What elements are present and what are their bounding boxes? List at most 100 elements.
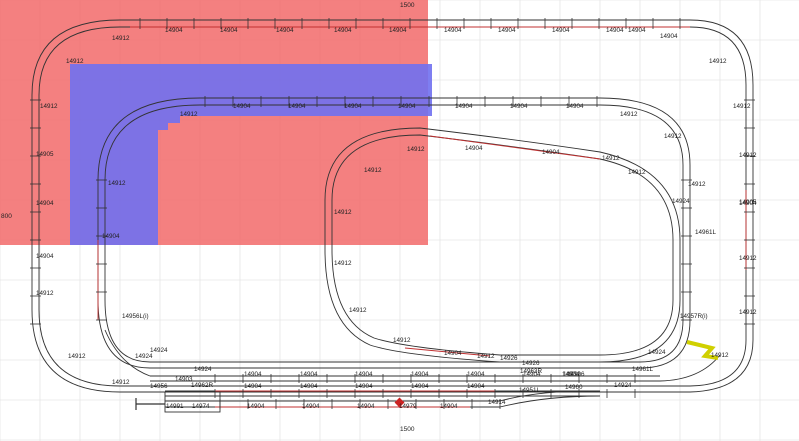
- track-label-inner-right: 14924: [648, 349, 666, 356]
- track-label-inner-right: 14924: [614, 382, 632, 389]
- track-label-blue-track: 14904: [510, 103, 528, 110]
- track-label-oval: 14912: [364, 167, 382, 174]
- track-label-outer-left: 14905: [36, 151, 54, 158]
- track-label-inner-right: 14912: [628, 169, 646, 176]
- track-label-oval: 14904: [444, 350, 462, 357]
- track-label-bottom-row1: 14904: [523, 371, 541, 378]
- track-label-bottom-row3: 14904: [440, 403, 458, 410]
- track-label-outer-left: 14912: [40, 103, 58, 110]
- track-label-blue-track: 14904: [398, 103, 416, 110]
- track-label-blue-track: 14904: [566, 103, 584, 110]
- track-label-outer-top: 14904: [444, 27, 462, 34]
- buffer-stop: [135, 398, 165, 410]
- track-label-bottom-row1: 14906: [567, 371, 585, 378]
- track-label-bottom-row2: 14904: [300, 383, 318, 390]
- track-label-bottom-row3: 14914: [488, 399, 506, 406]
- track-label-bottom-row2: 14904: [355, 383, 373, 390]
- track-label-bottom-row3: 14904: [357, 403, 375, 410]
- track-label-outer-right: 14912: [711, 352, 729, 359]
- blue-region: [70, 64, 432, 116]
- track-label-blue-track: 14912: [664, 133, 682, 140]
- track-label-inner-left: 14956L(i): [122, 313, 149, 320]
- track-label-blue-track: 14904: [344, 103, 362, 110]
- track-label-outer-top: 14904: [628, 27, 646, 34]
- blue-region-stair: [70, 116, 180, 245]
- track-label-bottom-row2: 14904: [244, 383, 262, 390]
- track-label-blue-track: 14912: [180, 111, 198, 118]
- dim-bottom: 1500: [400, 426, 415, 433]
- track-label-oval: 14904: [465, 145, 483, 152]
- track-label-oval: 14912: [334, 260, 352, 267]
- track-label-blue-track: 14904: [233, 103, 251, 110]
- track-label-outer-top: 14904: [389, 27, 407, 34]
- track-label-oval: 14912: [349, 307, 367, 314]
- track-label-outer-left: 14912: [68, 353, 86, 360]
- track-label-outer-top: 14904: [220, 27, 238, 34]
- track-label-inner-left: 14962R: [191, 382, 214, 389]
- track-label-bottom-row1: 14924: [194, 366, 212, 373]
- track-label-outer-right: 14904: [739, 200, 757, 207]
- track-label-outer-right: 14912: [733, 103, 751, 110]
- red-region: [0, 0, 428, 245]
- track-label-bottom-row3: 14979: [399, 403, 417, 410]
- track-label-inner-left: 14903: [175, 376, 193, 383]
- track-label-outer-left: 14912: [66, 58, 84, 65]
- track-label-outer-top: 14904: [606, 27, 624, 34]
- track-label-inner-left: 14956: [150, 383, 168, 390]
- track-label-outer-right: 14912: [739, 152, 757, 159]
- track-label-inner-right: 14961L: [695, 229, 717, 236]
- track-label-outer-top: 14912: [709, 58, 727, 65]
- track-label-bottom-row1: 14904: [355, 371, 373, 378]
- track-label-oval: 14912: [334, 209, 352, 216]
- yellow-marker: [686, 340, 719, 360]
- dim-left: 800: [1, 213, 12, 220]
- track-label-blue-track: 14904: [455, 103, 473, 110]
- track-label-outer-left: 14904: [36, 200, 54, 207]
- track-label-outer-right: 14905: [739, 199, 757, 206]
- signal-icon[interactable]: [394, 397, 405, 408]
- track-label-bottom-row1: 14904: [244, 371, 262, 378]
- track-label-outer-right: 14912: [739, 255, 757, 262]
- track-label-inner-left: 14912: [108, 180, 126, 187]
- track-label-outer-left: 14912: [36, 290, 54, 297]
- track-label-inner-left: 14904: [102, 233, 120, 240]
- track-label-bottom-row3: 14904: [302, 403, 320, 410]
- track-label-outer-top: 14912: [112, 35, 130, 42]
- track-label-bottom-row2: 14960: [565, 384, 583, 391]
- track-label-inner-left: 14924: [150, 347, 168, 354]
- track-label-oval: 14904: [542, 149, 560, 156]
- track-label-bottom-row2: 14904: [411, 383, 429, 390]
- track-label-outer-top: 14904: [276, 27, 294, 34]
- track-label-oval: 14963R: [520, 368, 543, 375]
- track-label-outer-top: 14904: [660, 33, 678, 40]
- track-label-bottom-row2: 14904: [467, 383, 485, 390]
- track-label-inner-right: 14912: [688, 181, 706, 188]
- track-label-bottom-row1: 14904: [300, 371, 318, 378]
- track-label-bottom-row2: 14951L: [519, 387, 541, 394]
- track-labels: 14912 14904 14904 14904 14904 14904 14904 14904…: [36, 27, 757, 410]
- track-label-blue-track: 14904: [288, 103, 306, 110]
- track-label-bottom-row1: 14904: [562, 371, 580, 378]
- track-label-outer-top: 14904: [552, 27, 570, 34]
- track-label-oval: 14926: [500, 355, 518, 362]
- track-label-blue-track: 14912: [620, 111, 638, 118]
- track-label-outer-right: 14957R(i): [680, 313, 708, 320]
- track-label-outer-left: 14912: [112, 379, 130, 386]
- track-label-bottom-row3: 14904: [247, 403, 265, 410]
- track-label-outer-top: 14904: [498, 27, 516, 34]
- track-label-inner-left: 14924: [135, 353, 153, 360]
- track-label-outer-right: 14912: [739, 309, 757, 316]
- track-label-inner-right: 14961L: [632, 366, 654, 373]
- track-label-oval: 14912: [602, 155, 620, 162]
- oval-red-segments: [404, 135, 601, 357]
- track-label-bottom-row3: 14974: [192, 403, 210, 410]
- track-label-oval: 14912: [407, 146, 425, 153]
- track-ticks: [30, 18, 755, 409]
- track-label-bottom-row1: 14904: [467, 371, 485, 378]
- track-label-bottom-row1: 14904: [411, 371, 429, 378]
- outer-loop-track: [31, 19, 754, 393]
- dim-top: 1500: [400, 2, 415, 9]
- track-label-outer-top: 14904: [334, 27, 352, 34]
